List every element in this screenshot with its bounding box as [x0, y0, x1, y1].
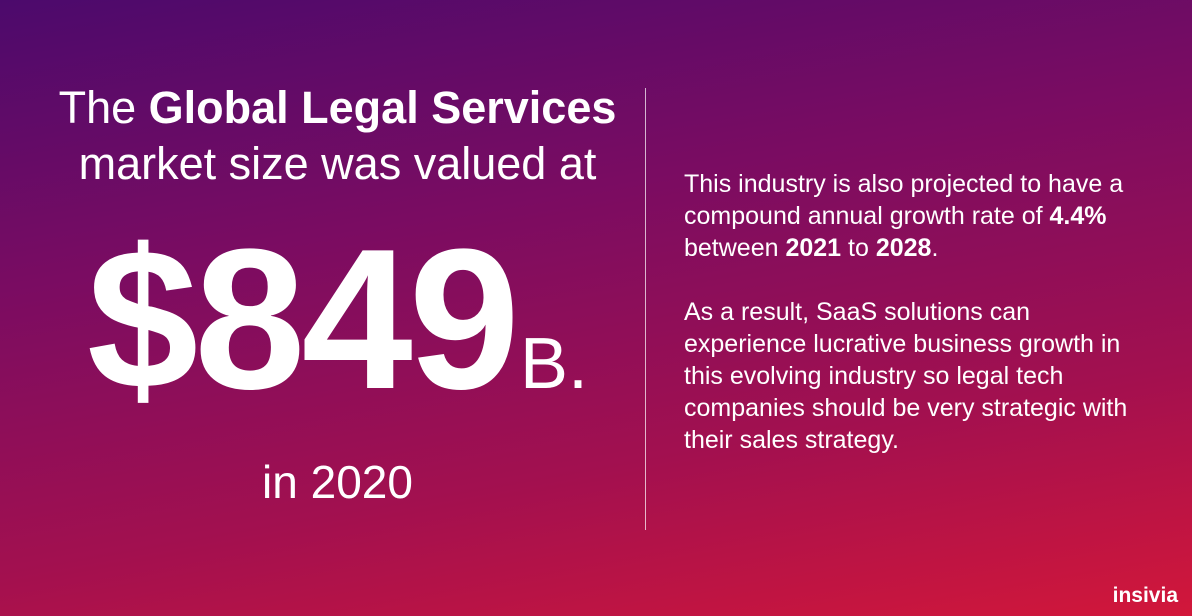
paragraph: As a result, SaaS solutions can experien…: [684, 296, 1149, 456]
bold-text: 2021: [785, 234, 842, 262]
text: This industry is also projected to have …: [684, 170, 1131, 230]
text: As a result, SaaS solutions can experien…: [684, 298, 1135, 454]
text: The: [58, 82, 149, 133]
text: .: [931, 234, 939, 262]
body-text: This industry is also projected to have …: [684, 168, 1149, 488]
bold-text: 2028: [875, 234, 932, 262]
bold-text: 4.4%: [1049, 202, 1107, 230]
amount: $849: [87, 208, 520, 431]
figure: $849B.: [30, 215, 645, 425]
headline: The Global Legal Services market size was…: [30, 80, 645, 192]
divider: [645, 88, 646, 530]
bold-text: Global Legal Services: [148, 82, 617, 133]
text: to: [841, 234, 876, 262]
unit: B.: [519, 324, 588, 404]
paragraph: This industry is also projected to have …: [684, 168, 1149, 264]
text: market size was valued at: [78, 138, 597, 189]
year-text: in 2020: [262, 456, 413, 508]
headline-line: market size was valued at: [30, 136, 645, 192]
text: between: [684, 202, 1114, 262]
brand-logo: insivia: [1112, 584, 1178, 607]
headline-line: The Global Legal Services: [30, 80, 645, 136]
